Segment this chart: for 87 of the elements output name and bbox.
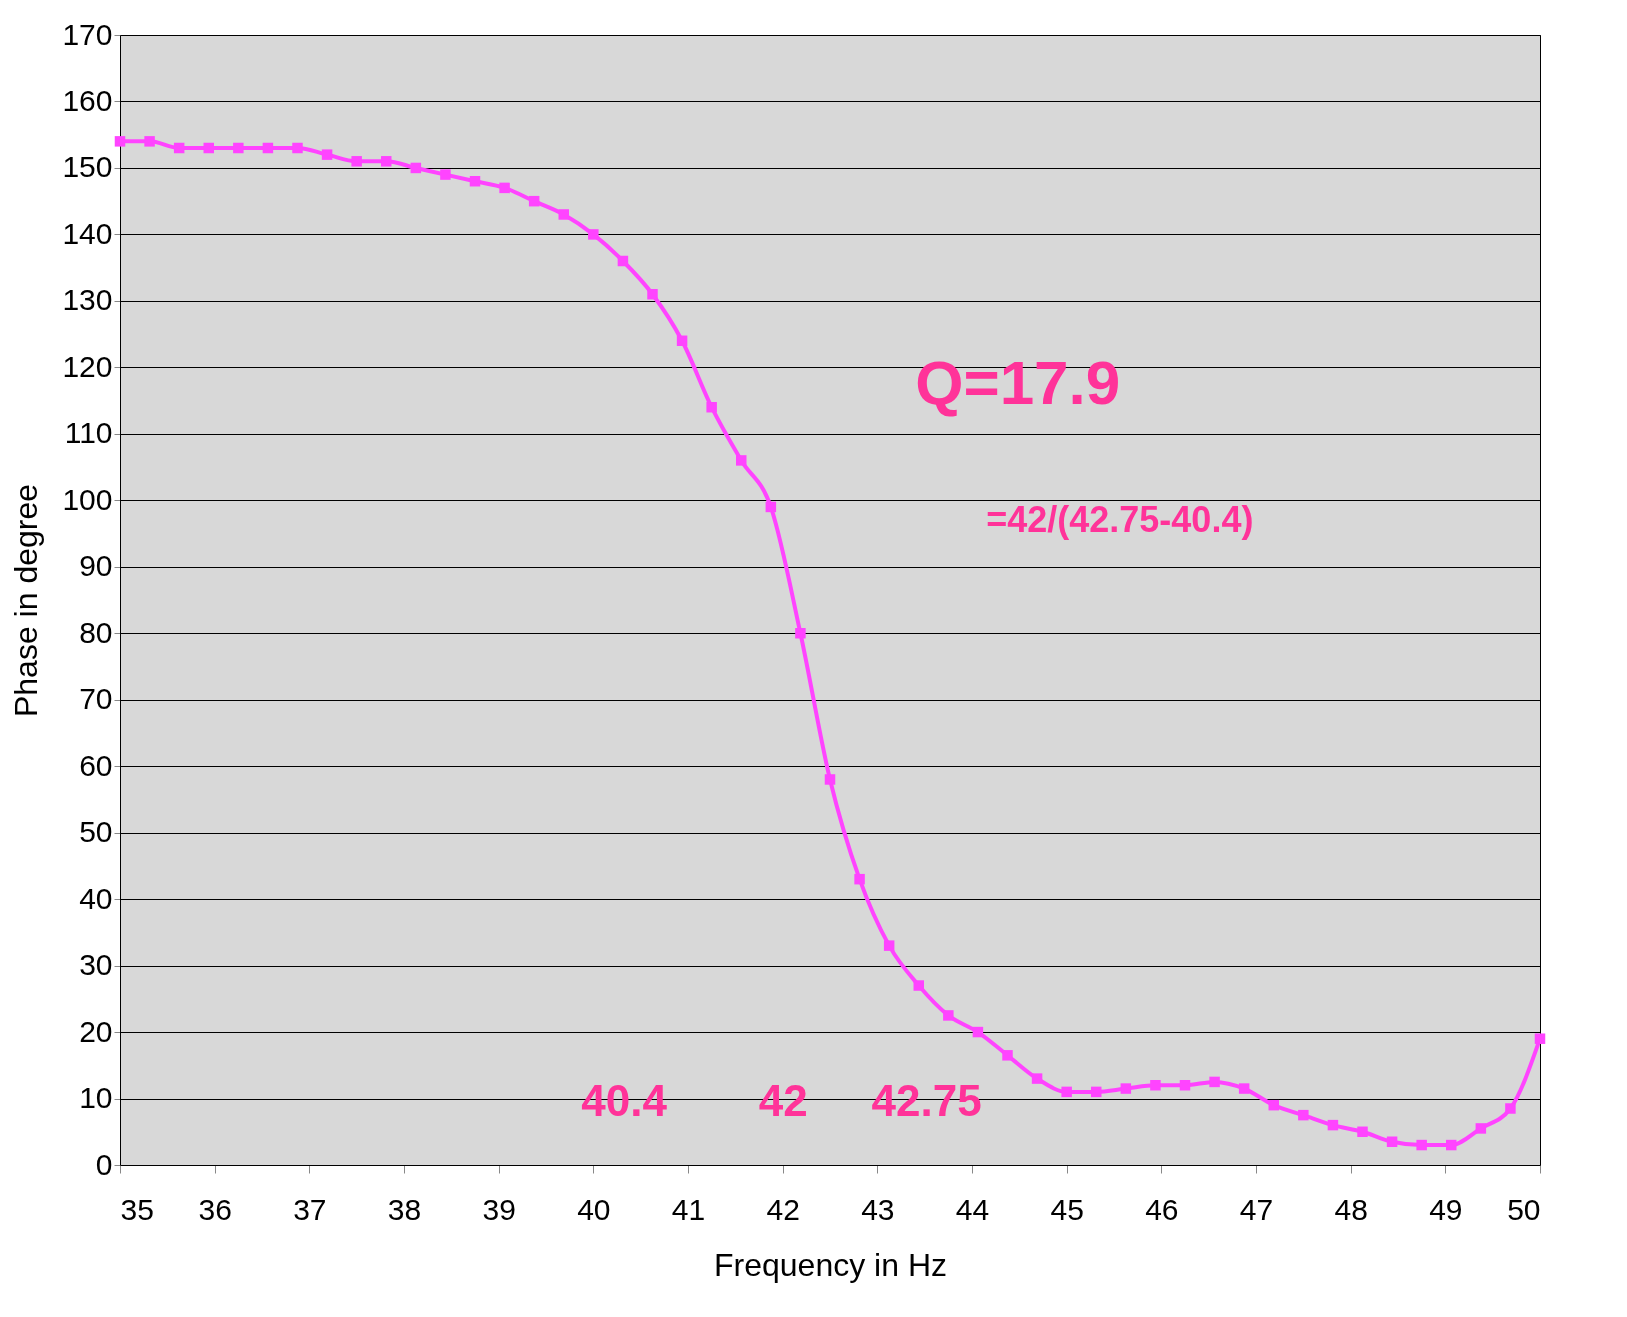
point	[351, 156, 362, 167]
x-tick-label: 36	[198, 1192, 232, 1226]
point	[706, 401, 717, 413]
y-axis-title: Phase in degree	[8, 483, 45, 718]
point	[765, 501, 777, 513]
point	[1534, 1033, 1546, 1044]
y-tick-label: 50	[79, 815, 113, 849]
point	[1446, 1139, 1457, 1151]
y-tick-label: 40	[79, 881, 113, 915]
point	[233, 142, 244, 154]
y-tick-label: 110	[64, 416, 113, 450]
x-tick-label: 39	[482, 1192, 516, 1226]
point	[676, 335, 688, 347]
point	[1268, 1099, 1279, 1111]
point	[1357, 1126, 1368, 1138]
y-tick-label: 80	[79, 615, 113, 649]
y-tick-label: 130	[62, 283, 113, 317]
point	[1150, 1079, 1161, 1091]
point	[173, 142, 185, 154]
x-tick-label: 38	[387, 1192, 422, 1226]
x-tick-label: 41	[671, 1192, 706, 1226]
annotation: Q=17.9	[915, 348, 1121, 418]
point	[1327, 1119, 1339, 1131]
point	[381, 156, 392, 167]
x-tick-label: 50	[1507, 1192, 1541, 1226]
y-tick-label: 170	[62, 17, 113, 51]
point	[1209, 1076, 1220, 1088]
y-tick-label: 70	[79, 682, 113, 716]
y-tick-label: 150	[62, 150, 113, 184]
point	[440, 169, 451, 180]
point	[262, 142, 274, 154]
point	[1505, 1103, 1516, 1114]
point	[558, 209, 569, 220]
point	[795, 627, 806, 639]
point	[854, 873, 865, 885]
y-tick-label: 160	[62, 83, 113, 117]
point	[1002, 1050, 1013, 1061]
point	[410, 162, 422, 174]
x-tick-label: 44	[955, 1192, 990, 1226]
point	[528, 195, 540, 207]
point	[321, 149, 333, 160]
y-tick-label: 30	[79, 948, 113, 982]
point	[913, 980, 924, 991]
point	[972, 1026, 984, 1038]
point	[1061, 1086, 1072, 1098]
point	[1416, 1139, 1427, 1151]
point	[292, 142, 303, 154]
point	[617, 255, 629, 267]
point	[469, 175, 481, 187]
point	[588, 229, 599, 240]
x-tick-label: 40	[577, 1192, 611, 1226]
y-tick-label: 100	[62, 482, 113, 516]
x-tick-label: 37	[293, 1192, 327, 1226]
y-tick-label: 90	[79, 549, 113, 583]
x-tick-label: 35	[120, 1192, 154, 1226]
x-tick-label: 47	[1239, 1192, 1274, 1226]
point	[1298, 1109, 1309, 1121]
x-tick-label: 45	[1050, 1192, 1084, 1226]
point	[1475, 1123, 1487, 1134]
y-tick-label: 0	[95, 1147, 113, 1181]
point	[499, 182, 510, 194]
point	[943, 1010, 954, 1021]
point	[203, 142, 214, 154]
point	[114, 136, 126, 147]
x-axis-title: Frequency in Hz	[714, 1246, 947, 1283]
point	[824, 774, 836, 785]
y-tick-label: 20	[79, 1014, 113, 1048]
point	[1120, 1083, 1132, 1094]
y-tick-label: 10	[79, 1081, 113, 1115]
point	[883, 940, 895, 951]
x-tick-label: 43	[861, 1192, 895, 1226]
y-tick-label: 120	[62, 349, 113, 383]
x-tick-label: 48	[1334, 1192, 1368, 1226]
x-tick-label: 42	[766, 1192, 800, 1226]
x-tick-label: 49	[1429, 1192, 1463, 1226]
point	[1238, 1083, 1250, 1094]
point	[1386, 1136, 1398, 1147]
x-tick-label: 46	[1145, 1192, 1179, 1226]
point	[1091, 1086, 1102, 1098]
point	[1179, 1079, 1191, 1091]
point	[647, 288, 658, 300]
annotation: =42/(42.75-40.4)	[986, 498, 1254, 540]
point	[1031, 1073, 1043, 1084]
y-tick-label: 140	[62, 216, 113, 250]
point	[144, 136, 155, 147]
point	[736, 455, 747, 466]
y-tick-label: 60	[79, 748, 113, 782]
